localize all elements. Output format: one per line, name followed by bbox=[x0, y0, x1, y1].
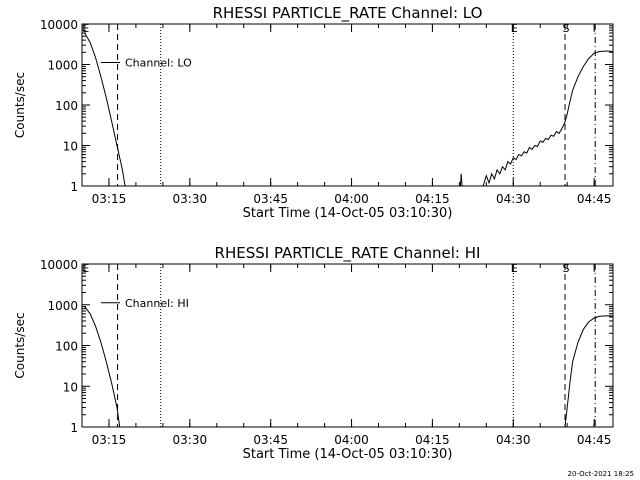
panel2-xtick-label: 04:15 bbox=[415, 433, 450, 447]
panel1-ytick-label: 1000 bbox=[47, 59, 78, 73]
panel2-xtick-label: 04:00 bbox=[334, 433, 369, 447]
panel1-ytick-label: 1 bbox=[70, 180, 78, 194]
panel1-xtick-label: 03:30 bbox=[173, 192, 208, 206]
panel2-xtick-label: 04:45 bbox=[577, 433, 612, 447]
panel1-frame bbox=[81, 23, 614, 187]
panel2-series-line bbox=[564, 315, 614, 428]
panel2-ytick-label: 100 bbox=[55, 340, 78, 354]
panel2-ytick-label: 1000 bbox=[47, 299, 78, 313]
panel1-ylabel: Counts/sec bbox=[13, 72, 27, 138]
panel1-marker-label: E bbox=[82, 22, 89, 35]
panel1-xtick-label: 04:15 bbox=[415, 192, 450, 206]
panel2-xtick-label: 04:30 bbox=[496, 433, 531, 447]
panel1-series-line bbox=[482, 50, 614, 187]
panel2-ylabel: Counts/sec bbox=[13, 312, 27, 378]
panel1-ytick-label: 10000 bbox=[40, 18, 78, 32]
panel1-xlabel: Start Time (14-Oct-05 03:10:30) bbox=[243, 206, 453, 221]
panel1-ytick-label: 100 bbox=[55, 99, 78, 113]
panel1-marker-label: E bbox=[511, 22, 518, 35]
panel2-series-line bbox=[84, 306, 121, 428]
panel2-marker-label: S bbox=[563, 262, 570, 275]
panel2-frame bbox=[81, 263, 614, 428]
panel1-xtick-label: 04:45 bbox=[577, 192, 612, 206]
panel1-title: RHESSI PARTICLE_RATE Channel: LO bbox=[213, 4, 483, 23]
panel1-xtick-label: 04:30 bbox=[496, 192, 531, 206]
panel2-xtick-label: 03:45 bbox=[253, 433, 288, 447]
panel2-marker-label: E bbox=[511, 262, 518, 275]
panel1-legend-label: Channel: LO bbox=[125, 57, 192, 70]
panel2-title: RHESSI PARTICLE_RATE Channel: HI bbox=[215, 244, 481, 263]
panel1-xtick-label: 03:15 bbox=[92, 192, 127, 206]
panel2-xtick-label: 03:30 bbox=[173, 433, 208, 447]
panel1-xtick-label: 03:45 bbox=[253, 192, 288, 206]
panel1-series-line bbox=[84, 32, 126, 187]
panel2-ytick-label: 1 bbox=[70, 421, 78, 435]
panel1-marker-label: S bbox=[563, 22, 570, 35]
panel2-xtick-label: 03:15 bbox=[92, 433, 127, 447]
panel1-series-line bbox=[459, 173, 463, 187]
panel2-xlabel: Start Time (14-Oct-05 03:10:30) bbox=[243, 447, 453, 462]
panel2-ytick-label: 10000 bbox=[40, 258, 78, 272]
panel1-xtick-label: 04:00 bbox=[334, 192, 369, 206]
panel2-marker-label: E bbox=[82, 262, 89, 275]
footer-timestamp: 20-Oct-2021 18:25 bbox=[567, 470, 634, 478]
panel2-legend-label: Channel: HI bbox=[125, 297, 189, 310]
panel2-ytick-label: 10 bbox=[63, 380, 78, 394]
panel1-ytick-label: 10 bbox=[63, 140, 78, 154]
